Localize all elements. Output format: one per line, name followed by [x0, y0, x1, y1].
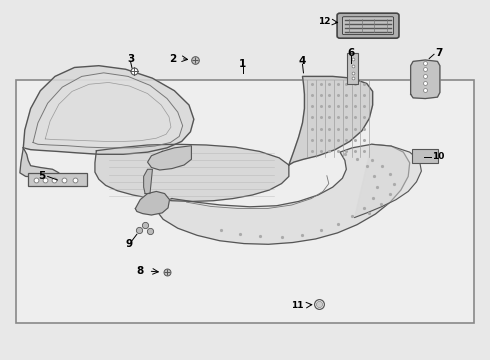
Text: 11: 11 — [292, 301, 304, 310]
Text: 9: 9 — [125, 239, 133, 249]
Text: 10: 10 — [432, 152, 444, 161]
Text: 4: 4 — [299, 57, 306, 66]
Polygon shape — [24, 66, 194, 154]
Text: 6: 6 — [347, 48, 355, 58]
Polygon shape — [144, 169, 152, 194]
Bar — [28, 173, 87, 186]
Polygon shape — [411, 60, 440, 99]
Polygon shape — [155, 144, 410, 244]
FancyBboxPatch shape — [343, 17, 393, 35]
Polygon shape — [95, 144, 289, 202]
Text: 12: 12 — [318, 17, 330, 26]
Polygon shape — [355, 144, 421, 217]
Polygon shape — [135, 192, 170, 215]
Text: 1: 1 — [239, 59, 246, 69]
Polygon shape — [33, 73, 183, 148]
Bar — [347, 53, 358, 84]
Text: 2: 2 — [169, 54, 176, 64]
Text: 8: 8 — [137, 266, 144, 276]
Text: 5: 5 — [38, 171, 45, 181]
Text: 7: 7 — [435, 48, 442, 58]
Bar — [16, 80, 474, 323]
Polygon shape — [20, 148, 59, 177]
Polygon shape — [289, 76, 373, 165]
FancyBboxPatch shape — [337, 13, 399, 38]
Bar — [412, 149, 439, 163]
Polygon shape — [147, 146, 192, 170]
Text: 3: 3 — [127, 54, 134, 64]
